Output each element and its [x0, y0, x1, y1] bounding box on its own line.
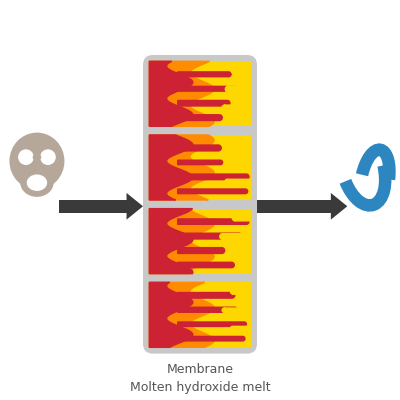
Polygon shape [178, 86, 237, 91]
Polygon shape [226, 142, 251, 147]
Polygon shape [222, 308, 251, 312]
Polygon shape [178, 100, 230, 106]
Bar [149, 282, 251, 347]
Ellipse shape [18, 149, 34, 165]
Polygon shape [126, 193, 143, 220]
Polygon shape [228, 161, 251, 165]
Polygon shape [178, 189, 248, 194]
Polygon shape [178, 219, 249, 224]
Ellipse shape [40, 149, 56, 165]
Polygon shape [178, 262, 234, 268]
Polygon shape [230, 289, 251, 294]
Polygon shape [331, 193, 347, 220]
FancyBboxPatch shape [143, 55, 257, 354]
Polygon shape [149, 282, 193, 347]
Polygon shape [178, 145, 221, 151]
Ellipse shape [27, 174, 47, 191]
Polygon shape [149, 135, 214, 200]
Bar [257, 200, 331, 212]
Polygon shape [178, 115, 222, 120]
Polygon shape [225, 86, 251, 92]
Polygon shape [178, 307, 237, 312]
Ellipse shape [10, 133, 64, 190]
Bar [149, 61, 251, 126]
Ellipse shape [20, 168, 54, 197]
Polygon shape [231, 68, 251, 73]
Polygon shape [149, 209, 193, 274]
Polygon shape [178, 248, 225, 254]
Bar [58, 200, 126, 212]
Polygon shape [178, 322, 246, 326]
Polygon shape [225, 179, 251, 184]
Polygon shape [149, 135, 193, 200]
Polygon shape [178, 336, 245, 341]
Polygon shape [178, 292, 235, 298]
Polygon shape [233, 253, 251, 258]
Polygon shape [222, 105, 251, 110]
Polygon shape [230, 326, 251, 331]
Polygon shape [178, 174, 249, 180]
Polygon shape [178, 160, 223, 165]
Polygon shape [149, 61, 193, 126]
Ellipse shape [33, 154, 41, 161]
Polygon shape [220, 234, 251, 239]
Bar [149, 209, 251, 274]
Polygon shape [178, 72, 231, 77]
Polygon shape [149, 209, 214, 274]
Polygon shape [232, 215, 251, 221]
Bar [149, 135, 251, 200]
Polygon shape [149, 61, 214, 126]
Polygon shape [149, 282, 214, 347]
Polygon shape [178, 233, 242, 239]
Text: Membrane
Molten hydroxide melt: Membrane Molten hydroxide melt [130, 363, 270, 394]
